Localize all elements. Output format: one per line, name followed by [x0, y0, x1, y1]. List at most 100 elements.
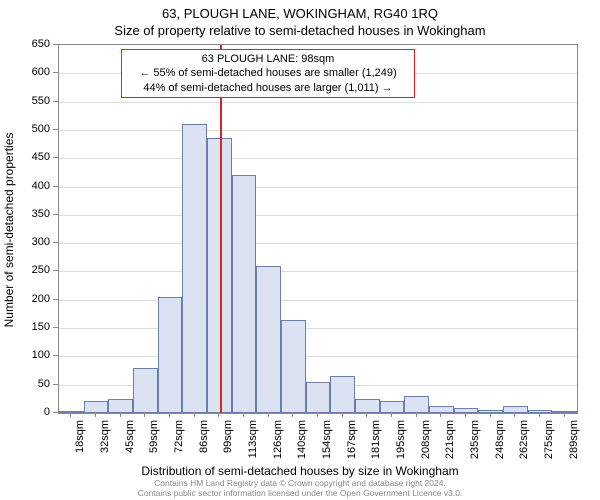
x-tick-mark: [169, 412, 170, 417]
gridline: [59, 300, 577, 301]
y-tick-mark: [53, 101, 58, 102]
histogram-bar: [552, 411, 577, 413]
x-tick-label: 99sqm: [222, 420, 234, 453]
x-tick-mark: [416, 412, 417, 417]
y-tick-label: 300: [10, 236, 50, 248]
y-tick-mark: [53, 270, 58, 271]
y-tick-mark: [53, 242, 58, 243]
y-tick-mark: [53, 299, 58, 300]
y-tick-label: 150: [10, 321, 50, 333]
plot-area: 63 PLOUGH LANE: 98sqm← 55% of semi-detac…: [58, 44, 578, 414]
x-axis-label: Distribution of semi-detached houses by …: [0, 464, 600, 478]
x-tick-label: 221sqm: [444, 420, 456, 459]
x-tick-mark: [342, 412, 343, 417]
y-tick-mark: [53, 129, 58, 130]
x-tick-label: 289sqm: [568, 420, 580, 459]
histogram-bar: [158, 297, 183, 413]
gridline: [59, 215, 577, 216]
y-tick-label: 400: [10, 180, 50, 192]
y-tick-mark: [53, 44, 58, 45]
histogram-bar: [108, 399, 133, 413]
histogram-bar: [306, 382, 331, 413]
y-tick-label: 200: [10, 293, 50, 305]
y-tick-label: 600: [10, 66, 50, 78]
property-marker-line: [220, 45, 222, 413]
gridline: [59, 271, 577, 272]
gridline: [59, 328, 577, 329]
histogram-bar: [281, 320, 306, 413]
x-tick-label: 32sqm: [99, 420, 111, 453]
histogram-bar: [330, 376, 355, 413]
histogram-bar: [256, 266, 281, 413]
y-tick-mark: [53, 384, 58, 385]
x-tick-mark: [120, 412, 121, 417]
x-tick-mark: [95, 412, 96, 417]
x-tick-label: 275sqm: [543, 420, 555, 459]
x-tick-label: 262sqm: [518, 420, 530, 459]
x-tick-mark: [144, 412, 145, 417]
x-tick-mark: [292, 412, 293, 417]
x-tick-mark: [564, 412, 565, 417]
x-tick-label: 154sqm: [321, 420, 333, 459]
x-tick-label: 59sqm: [148, 420, 160, 453]
y-tick-mark: [53, 214, 58, 215]
histogram-bar: [355, 399, 380, 413]
annotation-line: 63 PLOUGH LANE: 98sqm: [128, 52, 408, 66]
histogram-bar: [478, 410, 503, 413]
histogram-bar: [133, 368, 158, 413]
gridline: [59, 158, 577, 159]
x-tick-label: 181sqm: [370, 420, 382, 459]
annotation-line: 44% of semi-detached houses are larger (…: [128, 81, 408, 95]
x-tick-label: 86sqm: [198, 420, 210, 453]
x-tick-mark: [70, 412, 71, 417]
histogram-bar: [59, 411, 84, 413]
gridline: [59, 187, 577, 188]
x-tick-label: 140sqm: [296, 420, 308, 459]
histogram-bar: [404, 396, 429, 413]
x-tick-mark: [465, 412, 466, 417]
y-tick-mark: [53, 72, 58, 73]
x-tick-mark: [194, 412, 195, 417]
histogram-bar: [232, 175, 257, 413]
x-tick-label: 208sqm: [420, 420, 432, 459]
x-tick-mark: [268, 412, 269, 417]
y-tick-mark: [53, 327, 58, 328]
y-tick-label: 50: [10, 378, 50, 390]
gridline: [59, 243, 577, 244]
x-tick-label: 72sqm: [173, 420, 185, 453]
footer-line-2: Contains public sector information licen…: [0, 488, 600, 498]
footer-attribution: Contains HM Land Registry data © Crown c…: [0, 478, 600, 498]
y-tick-label: 450: [10, 151, 50, 163]
footer-line-1: Contains HM Land Registry data © Crown c…: [0, 478, 600, 488]
y-tick-mark: [53, 186, 58, 187]
x-tick-mark: [514, 412, 515, 417]
x-tick-label: 113sqm: [247, 420, 259, 458]
x-tick-label: 18sqm: [74, 420, 86, 453]
histogram-bar: [429, 406, 454, 413]
y-tick-label: 100: [10, 349, 50, 361]
histogram-bar: [503, 406, 528, 413]
chart-subtitle: Size of property relative to semi-detach…: [0, 21, 600, 38]
gridline: [59, 130, 577, 131]
x-tick-label: 126sqm: [272, 420, 284, 459]
annotation-box: 63 PLOUGH LANE: 98sqm← 55% of semi-detac…: [121, 49, 415, 98]
x-tick-label: 195sqm: [395, 420, 407, 459]
x-tick-mark: [366, 412, 367, 417]
annotation-line: ← 55% of semi-detached houses are smalle…: [128, 66, 408, 80]
x-tick-mark: [317, 412, 318, 417]
y-tick-mark: [53, 412, 58, 413]
gridline: [59, 102, 577, 103]
y-tick-mark: [53, 355, 58, 356]
x-tick-label: 248sqm: [494, 420, 506, 459]
x-tick-mark: [218, 412, 219, 417]
gridline: [59, 356, 577, 357]
x-tick-mark: [243, 412, 244, 417]
x-tick-label: 45sqm: [124, 420, 136, 453]
x-tick-mark: [490, 412, 491, 417]
x-tick-mark: [440, 412, 441, 417]
histogram-bar: [182, 124, 207, 413]
x-tick-label: 235sqm: [469, 420, 481, 459]
y-tick-label: 650: [10, 38, 50, 50]
x-tick-label: 167sqm: [346, 420, 358, 459]
y-tick-label: 250: [10, 264, 50, 276]
